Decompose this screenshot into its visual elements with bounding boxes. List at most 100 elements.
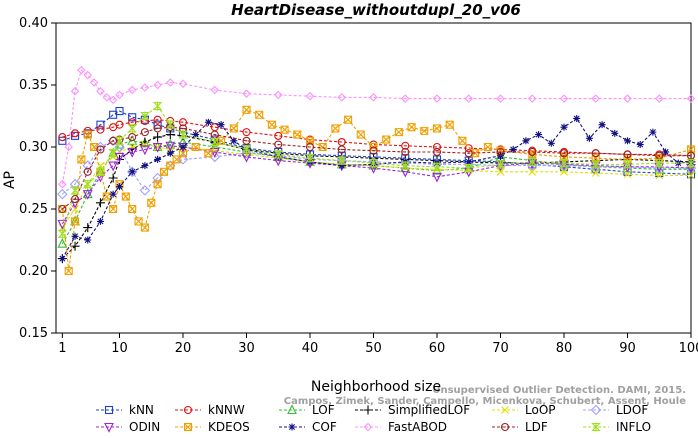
data-point	[432, 172, 442, 183]
series-line-odin	[61, 145, 692, 225]
data-point	[102, 192, 111, 201]
legend-label: LOF	[312, 403, 335, 417]
data-point	[623, 150, 632, 159]
x-tick-label: 1	[58, 341, 66, 356]
data-point	[622, 159, 633, 169]
data-point	[686, 151, 696, 160]
data-point	[109, 136, 118, 145]
data-point	[273, 90, 283, 100]
data-point	[140, 128, 149, 137]
data-point	[496, 167, 505, 176]
data-point	[114, 136, 125, 146]
data-point	[655, 171, 664, 180]
legend-label: COF	[312, 420, 337, 434]
data-point	[401, 141, 410, 150]
data-point	[464, 94, 474, 103]
data-point	[108, 161, 119, 172]
data-point	[141, 140, 149, 149]
x-tick-label: 20	[175, 341, 192, 356]
data-point	[400, 94, 410, 103]
data-point	[153, 115, 162, 124]
data-point	[83, 70, 93, 80]
data-point	[445, 120, 454, 129]
data-point	[464, 144, 473, 153]
data-point	[58, 133, 67, 142]
data-point	[230, 137, 238, 145]
data-point	[165, 141, 176, 152]
data-point	[591, 169, 600, 177]
data-point	[83, 167, 92, 176]
data-point	[463, 163, 474, 173]
data-point	[179, 143, 187, 151]
data-point	[126, 166, 138, 178]
data-point	[432, 162, 442, 172]
data-point	[57, 188, 68, 200]
chart-title: HeartDisease_withoutdupl_20_v06	[231, 1, 521, 19]
data-point	[128, 168, 136, 176]
legend-marker	[183, 422, 193, 432]
legend-label: ODIN	[129, 420, 160, 434]
data-point	[95, 198, 105, 208]
legend-label: kNNW	[208, 403, 245, 417]
data-point	[209, 137, 220, 147]
x-tick-label: 30	[238, 341, 255, 356]
data-point	[115, 120, 124, 129]
data-point	[96, 120, 105, 129]
x-tick-label: 100	[679, 341, 698, 356]
legend-marker	[591, 422, 601, 432]
data-point	[114, 152, 125, 163]
data-point	[71, 232, 79, 240]
data-point	[654, 94, 664, 103]
data-point	[217, 121, 225, 129]
x-tick-label: 90	[619, 341, 636, 356]
data-point	[153, 124, 162, 133]
data-point	[242, 105, 251, 114]
data-point	[483, 142, 492, 152]
data-point	[165, 138, 176, 149]
data-point	[140, 111, 150, 121]
data-point	[585, 134, 593, 142]
data-point	[305, 153, 315, 163]
data-point	[344, 115, 353, 124]
legend-label: LDF	[525, 420, 548, 434]
legend-item-ldof: LDOF	[583, 403, 648, 417]
data-point	[331, 124, 340, 133]
data-point	[64, 266, 73, 276]
data-point	[210, 85, 220, 95]
data-point	[623, 94, 632, 103]
data-point	[636, 141, 644, 149]
data-point	[686, 145, 696, 154]
legend-item-simplifiedlof: SimplifiedLOF	[355, 403, 470, 417]
legend-marker	[590, 404, 602, 416]
data-point	[559, 158, 569, 168]
data-point	[153, 143, 162, 151]
legend-item-cof: COF	[279, 420, 337, 434]
data-point	[655, 151, 664, 160]
data-point	[140, 145, 150, 156]
data-point	[89, 78, 99, 87]
data-point	[527, 157, 538, 167]
data-point	[432, 147, 442, 156]
data-point	[96, 86, 105, 96]
data-point	[95, 167, 106, 177]
legend-marker	[104, 405, 114, 415]
data-point	[369, 146, 378, 155]
data-point	[82, 190, 93, 200]
data-point	[77, 65, 86, 75]
legend-item-ldf: LDF	[492, 420, 548, 434]
data-point	[654, 158, 665, 168]
data-point	[611, 129, 619, 137]
data-point	[71, 129, 80, 138]
data-point	[305, 142, 315, 152]
x-tick-label: 10	[111, 341, 128, 356]
data-point	[96, 217, 104, 225]
data-point	[356, 130, 365, 139]
data-point	[338, 162, 346, 170]
data-point	[401, 147, 410, 156]
data-point	[242, 89, 251, 98]
data-point	[337, 93, 347, 102]
data-point	[147, 198, 156, 207]
y-tick-label: 0.30	[19, 140, 48, 155]
data-point	[305, 91, 315, 101]
data-point	[255, 110, 264, 119]
